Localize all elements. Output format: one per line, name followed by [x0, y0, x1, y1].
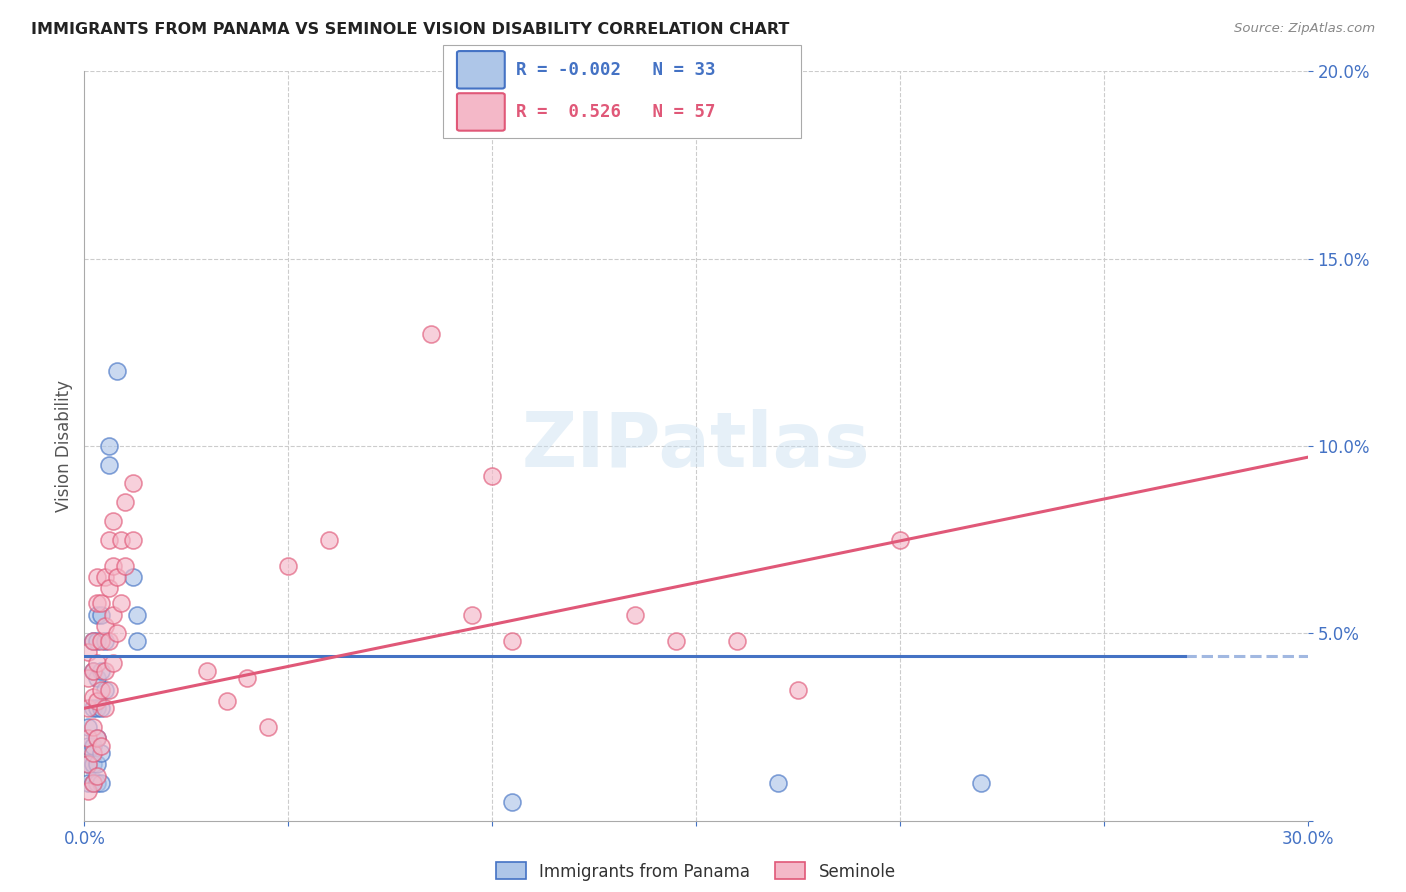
- Point: [90, 739, 112, 753]
- Point: [97, 682, 120, 697]
- Point: [82, 739, 104, 753]
- Point: [889, 533, 911, 547]
- Point: [82, 664, 104, 678]
- Point: [77, 783, 100, 797]
- Point: [787, 682, 810, 697]
- Point: [97, 458, 120, 472]
- Point: [127, 607, 149, 622]
- Point: [114, 558, 136, 573]
- Point: [77, 757, 100, 772]
- Point: [122, 570, 145, 584]
- Point: [97, 582, 120, 596]
- Point: [318, 533, 340, 547]
- Point: [82, 776, 104, 790]
- Point: [86, 701, 108, 715]
- Point: [82, 633, 104, 648]
- Point: [77, 739, 100, 753]
- Point: [90, 746, 112, 760]
- Point: [82, 746, 104, 760]
- Point: [93, 570, 115, 584]
- Point: [77, 671, 100, 685]
- Point: [82, 701, 104, 715]
- Text: R =  0.526   N = 57: R = 0.526 N = 57: [516, 103, 716, 121]
- Point: [101, 607, 124, 622]
- Point: [624, 607, 647, 622]
- Point: [665, 633, 688, 648]
- Point: [90, 607, 112, 622]
- Point: [97, 533, 120, 547]
- Point: [257, 720, 280, 734]
- Point: [97, 633, 120, 648]
- Point: [86, 607, 108, 622]
- Point: [114, 495, 136, 509]
- Point: [90, 633, 112, 648]
- Point: [110, 596, 132, 610]
- Point: [86, 694, 108, 708]
- Text: R = -0.002   N = 33: R = -0.002 N = 33: [516, 61, 716, 78]
- Point: [90, 664, 112, 678]
- Point: [122, 476, 145, 491]
- Point: [195, 664, 218, 678]
- Point: [90, 776, 112, 790]
- Point: [82, 720, 104, 734]
- Point: [420, 326, 443, 341]
- Point: [93, 619, 115, 633]
- Point: [86, 570, 108, 584]
- Point: [93, 633, 115, 648]
- Point: [110, 533, 132, 547]
- Point: [82, 776, 104, 790]
- Point: [86, 731, 108, 746]
- Point: [77, 701, 100, 715]
- Y-axis label: Vision Disability: Vision Disability: [55, 380, 73, 512]
- Point: [86, 757, 108, 772]
- Point: [77, 757, 100, 772]
- Point: [236, 671, 259, 685]
- Point: [725, 633, 748, 648]
- Point: [127, 633, 149, 648]
- Point: [93, 664, 115, 678]
- Point: [481, 469, 503, 483]
- Point: [90, 682, 112, 697]
- Point: [82, 757, 104, 772]
- Point: [101, 514, 124, 528]
- Point: [77, 776, 100, 790]
- Point: [122, 533, 145, 547]
- Point: [502, 633, 524, 648]
- Text: ZIPatlas: ZIPatlas: [522, 409, 870, 483]
- Point: [90, 596, 112, 610]
- Point: [217, 694, 239, 708]
- Point: [93, 682, 115, 697]
- Point: [86, 671, 108, 685]
- Point: [82, 690, 104, 704]
- Point: [277, 558, 299, 573]
- Point: [86, 633, 108, 648]
- Point: [93, 701, 115, 715]
- Point: [82, 633, 104, 648]
- Legend: Immigrants from Panama, Seminole: Immigrants from Panama, Seminole: [489, 855, 903, 888]
- Point: [461, 607, 484, 622]
- Point: [105, 570, 128, 584]
- Point: [105, 626, 128, 640]
- Point: [86, 657, 108, 671]
- Point: [86, 731, 108, 746]
- Text: IMMIGRANTS FROM PANAMA VS SEMINOLE VISION DISABILITY CORRELATION CHART: IMMIGRANTS FROM PANAMA VS SEMINOLE VISIO…: [31, 22, 789, 37]
- Point: [77, 645, 100, 659]
- Point: [90, 701, 112, 715]
- Point: [97, 439, 120, 453]
- Point: [77, 720, 100, 734]
- Point: [970, 776, 993, 790]
- Point: [77, 731, 100, 746]
- Point: [105, 364, 128, 378]
- Point: [86, 596, 108, 610]
- Point: [502, 795, 524, 809]
- Text: Source: ZipAtlas.com: Source: ZipAtlas.com: [1234, 22, 1375, 36]
- Point: [101, 558, 124, 573]
- Point: [86, 776, 108, 790]
- Point: [101, 657, 124, 671]
- Point: [82, 664, 104, 678]
- Point: [86, 769, 108, 783]
- Point: [766, 776, 789, 790]
